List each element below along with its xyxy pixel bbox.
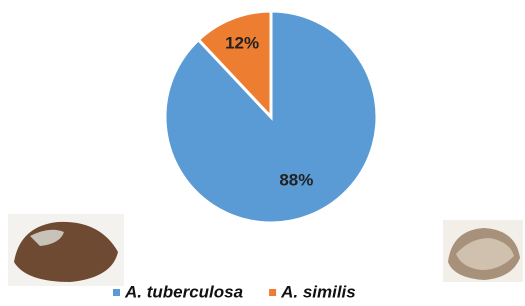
legend-label: A. tuberculosa: [124, 282, 243, 301]
legend: A. tuberculosa A. similis: [113, 282, 356, 301]
data-label: 88%: [279, 171, 313, 190]
chart: 88% 12% A. tuberculosa A. similis: [0, 0, 525, 306]
legend-swatch: [269, 289, 276, 296]
data-label: 12%: [225, 34, 259, 53]
pie: 88% 12%: [165, 11, 377, 223]
shell-photo-left: [8, 214, 124, 286]
shell-photo-right: [443, 220, 523, 282]
legend-swatch: [113, 289, 120, 296]
legend-label: A. similis: [280, 282, 356, 301]
